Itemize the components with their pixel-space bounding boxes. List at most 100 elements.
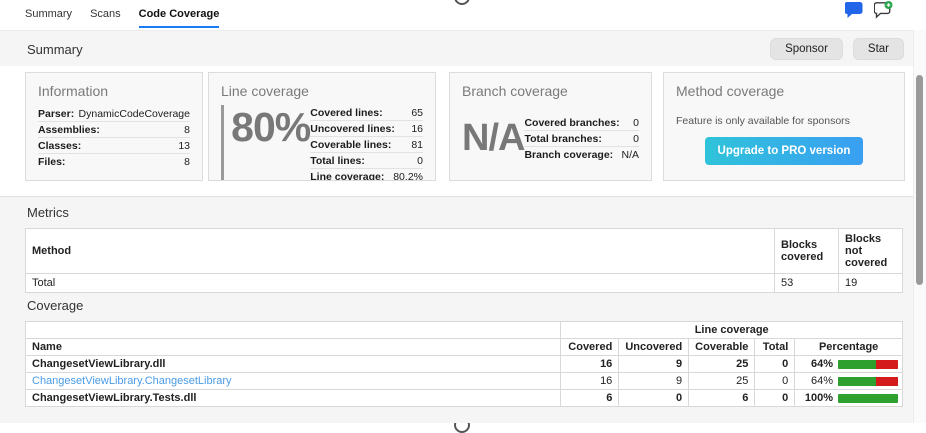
coverage-col-uncovered: Uncovered: [618, 338, 690, 356]
coverage-class-link[interactable]: ChangesetViewLibrary.ChangesetLibrary: [32, 375, 232, 387]
line-coverage-card-title: Line coverage: [221, 83, 309, 99]
coverage-row-name-link-cell: ChangesetViewLibrary.ChangesetLibrary: [24, 372, 562, 390]
coverage-row-total: 0: [754, 355, 796, 373]
kv-value: 81: [411, 138, 423, 151]
summary-section-header: Summary Sponsor Star: [0, 30, 926, 66]
coverage-group-header-row: Line coverage: [24, 321, 903, 339]
coverage-row-total: 0: [754, 372, 796, 390]
kv-label: Assemblies:: [38, 123, 100, 136]
coverage-bar: [838, 359, 898, 369]
upgrade-pro-button[interactable]: Upgrade to PRO version: [704, 137, 864, 165]
coverage-section-title: Coverage: [27, 298, 84, 313]
vertical-scrollbar-track[interactable]: [913, 30, 926, 423]
branch-coverage-card-title: Branch coverage: [462, 83, 568, 99]
metrics-section-title: Metrics: [27, 205, 69, 220]
kv-value: 0: [633, 116, 639, 129]
kv-value: 8: [184, 123, 190, 136]
coverage-row-percentage: 100%: [804, 392, 833, 404]
coverage-group-label: Line coverage: [560, 321, 903, 339]
coverage-bar: [838, 376, 898, 386]
coverage-group-spacer: [24, 321, 562, 339]
info-row-assemblies: Assemblies: 8: [38, 122, 190, 138]
kv-value: 0: [417, 154, 423, 167]
kv-label: Classes:: [38, 139, 82, 152]
kv-label: Parser:: [38, 107, 75, 120]
branch-row-total: Total branches: 0: [524, 131, 639, 147]
method-coverage-card: Method coverage Feature is only availabl…: [663, 72, 905, 181]
kv-label: Covered lines:: [310, 106, 383, 119]
coverage-row-uncovered: 9: [618, 355, 690, 373]
coverage-row-assembly: ChangesetViewLibrary.dll 16 9 25 0 64%: [24, 355, 903, 373]
coverage-row-percentage-cell: 100%: [794, 389, 903, 407]
line-coverage-card: Line coverage 80% Covered lines: 65 Unco…: [208, 72, 436, 181]
metrics-table: Method Blocks covered Blocks not covered…: [24, 228, 903, 293]
coverage-row-percentage: 64%: [810, 358, 833, 370]
metrics-total-row: Total 53 19: [24, 273, 903, 293]
kv-value: 8: [184, 155, 190, 168]
coverage-row-covered: 16: [560, 355, 620, 373]
tab-scans[interactable]: Scans: [90, 8, 121, 20]
line-row-uncovered: Uncovered lines: 16: [310, 121, 423, 137]
summary-cards-band: Information Parser: DynamicCodeCoverage …: [0, 66, 926, 197]
coverage-row-covered: 16: [560, 372, 620, 390]
line-coverage-quote-bar: [221, 105, 225, 180]
add-comment-icon[interactable]: [873, 1, 894, 24]
vertical-scrollbar-thumb[interactable]: [916, 75, 923, 285]
coverage-col-covered: Covered: [560, 338, 620, 356]
coverage-row-total: 0: [754, 389, 796, 407]
kv-value: 65: [411, 106, 423, 119]
metrics-col-blocks-covered: Blocks covered: [774, 228, 839, 274]
comment-icon[interactable]: [844, 1, 864, 24]
kv-value: 13: [178, 139, 190, 152]
coverage-row-uncovered: 9: [618, 372, 690, 390]
branch-row-covered: Covered branches: 0: [524, 115, 639, 131]
coverage-header-row: Name Covered Uncovered Coverable Total P…: [24, 338, 903, 356]
metrics-total-blocks-covered: 53: [774, 273, 839, 293]
tab-bar: Summary Scans Code Coverage: [0, 0, 926, 30]
coverage-row-coverable: 6: [688, 389, 756, 407]
info-row-files: Files: 8: [38, 154, 190, 169]
metrics-header-row: Method Blocks covered Blocks not covered: [24, 228, 903, 274]
sponsor-button[interactable]: Sponsor: [770, 38, 843, 60]
branch-coverage-card: Branch coverage N/A Covered branches: 0 …: [449, 72, 652, 181]
tab-summary[interactable]: Summary: [25, 8, 73, 20]
coverage-col-name: Name: [24, 338, 562, 356]
info-row-parser: Parser: DynamicCodeCoverage: [38, 106, 190, 122]
coverage-row-class: ChangesetViewLibrary.ChangesetLibrary 16…: [24, 372, 903, 390]
kv-label: Total branches:: [524, 132, 602, 145]
kv-value: DynamicCodeCoverage: [78, 107, 190, 120]
method-coverage-card-title: Method coverage: [676, 83, 785, 99]
branch-coverage-big-value: N/A: [462, 116, 525, 159]
coverage-row-coverable: 25: [688, 355, 756, 373]
coverage-row-coverable: 25: [688, 372, 756, 390]
kv-label: Coverable lines:: [310, 138, 392, 151]
info-row-classes: Classes: 13: [38, 138, 190, 154]
kv-label: Total lines:: [310, 154, 365, 167]
coverage-row-uncovered: 0: [618, 389, 690, 407]
kv-label: Line coverage:: [310, 170, 385, 181]
lower-sections: Metrics Method Blocks covered Blocks not…: [0, 197, 926, 423]
kv-value: 80.2%: [393, 170, 423, 181]
line-row-coverable: Coverable lines: 81: [310, 137, 423, 153]
summary-section-title: Summary: [27, 42, 83, 57]
metrics-col-blocks-not-covered: Blocks not covered: [838, 228, 903, 274]
coverage-row-name: ChangesetViewLibrary.dll: [24, 355, 562, 373]
kv-value: N/A: [621, 148, 639, 161]
coverage-table: Line coverage Name Covered Uncovered Cov…: [24, 321, 903, 407]
line-row-total: Total lines: 0: [310, 153, 423, 169]
sponsors-only-note: Feature is only available for sponsors: [676, 115, 850, 127]
branch-row-percentage: Branch coverage: N/A: [524, 147, 639, 162]
kv-label: Branch coverage:: [524, 148, 614, 161]
coverage-col-coverable: Coverable: [688, 338, 756, 356]
line-coverage-big-value: 80%: [231, 104, 311, 150]
kv-value: 16: [411, 122, 423, 135]
coverage-row-percentage: 64%: [810, 375, 833, 387]
line-row-percentage: Line coverage: 80.2%: [310, 169, 423, 181]
tab-code-coverage[interactable]: Code Coverage: [138, 8, 220, 28]
metrics-total-name: Total: [24, 273, 776, 293]
tab-list: Summary Scans Code Coverage: [25, 8, 220, 28]
coverage-row-covered: 6: [560, 389, 620, 407]
coverage-row-percentage-cell: 64%: [794, 355, 903, 373]
coverage-row-assembly: ChangesetViewLibrary.Tests.dll 6 0 6 0 1…: [24, 389, 903, 407]
star-button[interactable]: Star: [852, 38, 904, 60]
